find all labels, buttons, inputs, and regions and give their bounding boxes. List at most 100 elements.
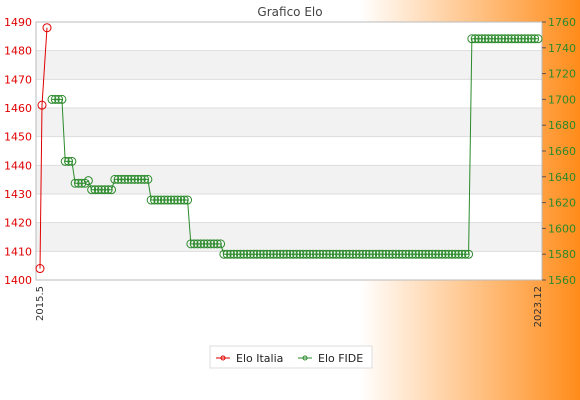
elo-fide-point — [275, 249, 285, 259]
grid-band — [36, 222, 542, 252]
elo-fide-point — [530, 34, 540, 44]
y-right-tick-label: 1760 — [548, 16, 576, 29]
elo-fide-point — [282, 249, 292, 259]
legend-swatch-marker — [302, 355, 308, 361]
elo-fide-point — [305, 249, 315, 259]
elo-fide-point — [384, 249, 394, 259]
elo-fide-point — [295, 249, 305, 259]
elo-fide-point — [265, 249, 275, 259]
elo-fide-point — [183, 195, 193, 205]
elo-fide-point — [123, 174, 133, 184]
elo-fide-point — [50, 94, 60, 104]
elo-fide-point — [434, 249, 444, 259]
elo-fide-point — [358, 249, 368, 259]
elo-fide-point — [467, 34, 477, 44]
elo-fide-point — [470, 34, 480, 44]
y-right-tick-label: 1600 — [548, 222, 576, 235]
elo-fide-point — [417, 249, 427, 259]
y-left-tick-label: 1400 — [4, 274, 32, 287]
elo-fide-point — [407, 249, 417, 259]
y-right-tick-label: 1660 — [548, 145, 576, 158]
elo-fide-point — [249, 249, 259, 259]
elo-fide-point — [186, 239, 196, 249]
elo-fide-line — [52, 38, 538, 255]
elo-fide-point — [245, 249, 255, 259]
elo-fide-point — [421, 249, 431, 259]
elo-fide-point — [523, 34, 533, 44]
elo-fide-point — [47, 94, 57, 104]
elo-fide-point — [209, 239, 219, 249]
elo-fide-point — [394, 249, 404, 259]
elo-fide-point — [457, 249, 467, 259]
elo-fide-point — [348, 249, 358, 259]
elo-fide-point — [93, 185, 103, 195]
elo-fide-point — [103, 185, 113, 195]
elo-fide-point — [149, 195, 159, 205]
elo-fide-point — [391, 249, 401, 259]
elo-fide-point — [292, 249, 302, 259]
elo-fide-point — [163, 195, 173, 205]
elo-fide-point — [325, 249, 335, 259]
elo-fide-point — [156, 195, 166, 205]
legend-label: Elo Italia — [236, 352, 283, 365]
y-left-tick-label: 1440 — [4, 159, 32, 172]
legend: Elo Italia Elo FIDE — [209, 345, 373, 369]
elo-fide-point — [126, 174, 136, 184]
elo-fide-point — [166, 195, 176, 205]
elo-fide-point — [368, 249, 378, 259]
elo-fide-point — [133, 174, 143, 184]
elo-fide-point — [331, 249, 341, 259]
elo-fide-point — [278, 249, 288, 259]
elo-fide-point — [97, 185, 107, 195]
elo-fide-point — [424, 249, 434, 259]
elo-fide-point — [239, 249, 249, 259]
y-left-tick-label: 1470 — [4, 73, 32, 86]
elo-fide-point — [222, 249, 232, 259]
elo-fide-point — [212, 239, 222, 249]
y-left-tick-label: 1420 — [4, 217, 32, 230]
elo-fide-point — [269, 249, 279, 259]
elo-fide-point — [159, 195, 169, 205]
elo-fide-point — [199, 239, 209, 249]
elo-fide-point — [219, 249, 229, 259]
elo-fide-point — [189, 239, 199, 249]
y-right-tick-label: 1620 — [548, 197, 576, 210]
elo-fide-point — [500, 34, 510, 44]
elo-fide-point — [67, 156, 77, 166]
elo-fide-point — [285, 249, 295, 259]
elo-fide-point — [146, 195, 156, 205]
y-right-tick-label: 1680 — [548, 119, 576, 132]
y-right-tick-label: 1640 — [548, 171, 576, 184]
elo-fide-point — [77, 178, 87, 188]
elo-fide-point — [120, 174, 130, 184]
y-right-tick-label: 1700 — [548, 93, 576, 106]
elo-fide-point — [490, 34, 500, 44]
elo-fide-point — [130, 174, 140, 184]
y-left-tick-label: 1430 — [4, 188, 32, 201]
elo-fide-point — [361, 249, 371, 259]
elo-fide-point — [483, 34, 493, 44]
elo-fide-point — [345, 249, 355, 259]
y-right-tick-label: 1740 — [548, 42, 576, 55]
elo-fide-point — [173, 195, 183, 205]
elo-fide-point — [176, 195, 186, 205]
elo-fide-point — [516, 34, 526, 44]
elo-fide-point — [116, 174, 126, 184]
elo-fide-point — [272, 249, 282, 259]
elo-italia-series — [35, 23, 52, 274]
elo-fide-point — [169, 195, 179, 205]
chart-title: Grafico Elo — [257, 5, 322, 19]
elo-fide-point — [80, 178, 90, 188]
elo-fide-point — [100, 185, 110, 195]
x-tick-label-first: 2015.5 — [35, 286, 46, 321]
elo-fide-point — [54, 94, 64, 104]
elo-fide-point — [440, 249, 450, 259]
elo-fide-point — [73, 178, 83, 188]
elo-fide-point — [411, 249, 421, 259]
y-left-tick-label: 1450 — [4, 131, 32, 144]
elo-fide-point — [57, 94, 67, 104]
legend-swatch-marker — [220, 355, 226, 361]
elo-fide-point — [192, 239, 202, 249]
elo-fide-point — [338, 249, 348, 259]
